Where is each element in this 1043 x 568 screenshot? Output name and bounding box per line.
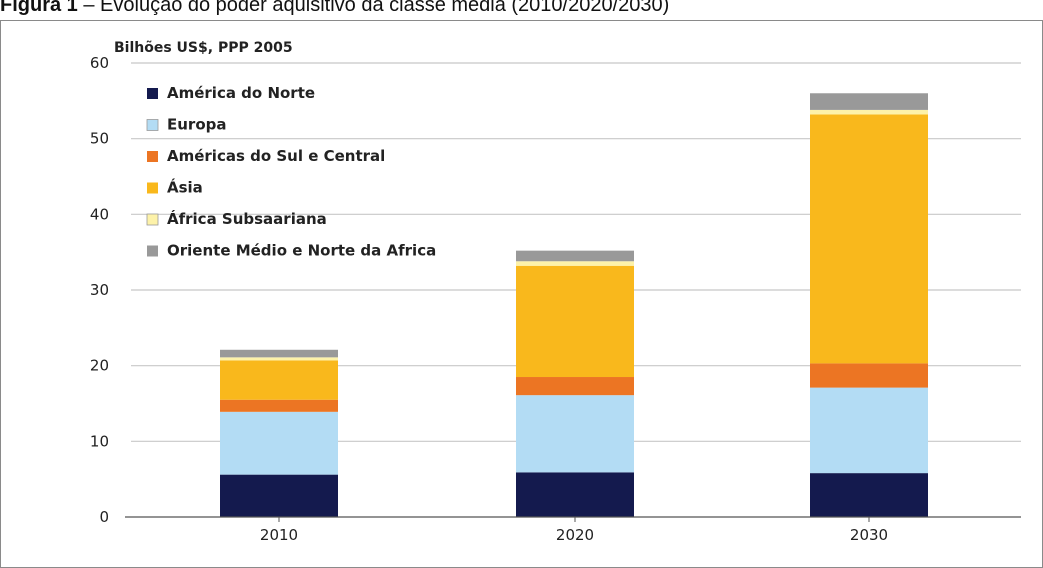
bar-segment-2010-americas-do-sul-e-central — [220, 399, 338, 412]
legend-swatch-oriente-medio-e-norte-da-africa — [147, 245, 158, 257]
caption-text: – Evolução do poder aquisitivo da classe… — [83, 0, 670, 16]
chart-frame: 0 10 20 30 40 50 60 2010 2020 2030 América do Nor… — [0, 20, 1043, 568]
legend-swatch-americas-do-sul-e-central — [147, 151, 158, 162]
y-tick-label-50: 50 — [90, 130, 109, 148]
bar-segment-2030-oriente-medio-e-norte-da-africa — [810, 93, 928, 110]
bar-segment-2030-america-do-norte — [810, 473, 928, 517]
x-tick-label-2010: 2010 — [260, 526, 298, 544]
legend-swatch-europa — [146, 119, 159, 131]
legend-label-america-do-norte: América do Norte — [167, 84, 315, 102]
legend-swatch-asia — [147, 182, 158, 194]
bar-segment-2020-oriente-medio-e-norte-da-africa — [516, 250, 634, 262]
legend-label-americas-do-sul-e-central: Américas do Sul e Central — [167, 147, 385, 165]
x-tick-label-2030: 2030 — [850, 526, 888, 544]
y-tick-label-60: 60 — [90, 54, 109, 72]
bar-segment-2010-africa-subsaariana — [220, 357, 338, 361]
legend-label-europa: Europa — [167, 116, 227, 134]
caption-label: Figura 1 — [0, 0, 78, 16]
bar-segment-2010-america-do-norte — [220, 474, 338, 517]
y-tick-label-40: 40 — [90, 205, 109, 223]
legend-label-africa-subsaariana: África Subsaariana — [167, 209, 327, 228]
y-tick-label-10: 10 — [90, 432, 109, 450]
bar-segment-2010-asia — [220, 360, 338, 400]
legend-label-asia: Ásia — [167, 178, 203, 197]
bar-segment-2030-asia — [810, 114, 928, 364]
bar-segment-2010-europa — [220, 411, 338, 475]
y-tick-label-0: 0 — [99, 508, 109, 526]
bar-segment-2020-americas-do-sul-e-central — [516, 377, 634, 396]
bar-segment-2030-europa — [810, 387, 928, 474]
legend-swatch-africa-subsaariana — [146, 213, 159, 226]
bar-segment-2020-asia — [516, 265, 634, 378]
bars-layer — [220, 93, 928, 517]
bar-segment-2020-america-do-norte — [516, 472, 634, 517]
legend-label-oriente-medio-e-norte-da-africa: Oriente Médio e Norte da Africa — [167, 242, 436, 260]
legend: América do Norte Europa Américas do Sul e … — [146, 84, 436, 260]
y-tick-label-20: 20 — [90, 357, 109, 375]
bar-segment-2020-europa — [516, 395, 634, 473]
y-axis-unit-label: Bilhões US$, PPP 2005 — [114, 40, 293, 56]
bar-segment-2010-oriente-medio-e-norte-da-africa — [220, 349, 338, 358]
bar-segment-2030-africa-subsaariana — [810, 109, 928, 115]
figure-caption: Figura 1 – Evolução do poder aquisitivo … — [0, 0, 669, 17]
y-tick-label-30: 30 — [90, 281, 109, 299]
x-tick-label-2020: 2020 — [556, 526, 594, 544]
bar-segment-2020-africa-subsaariana — [516, 261, 634, 266]
legend-swatch-america-do-norte — [147, 88, 158, 99]
bar-segment-2030-americas-do-sul-e-central — [810, 363, 928, 388]
